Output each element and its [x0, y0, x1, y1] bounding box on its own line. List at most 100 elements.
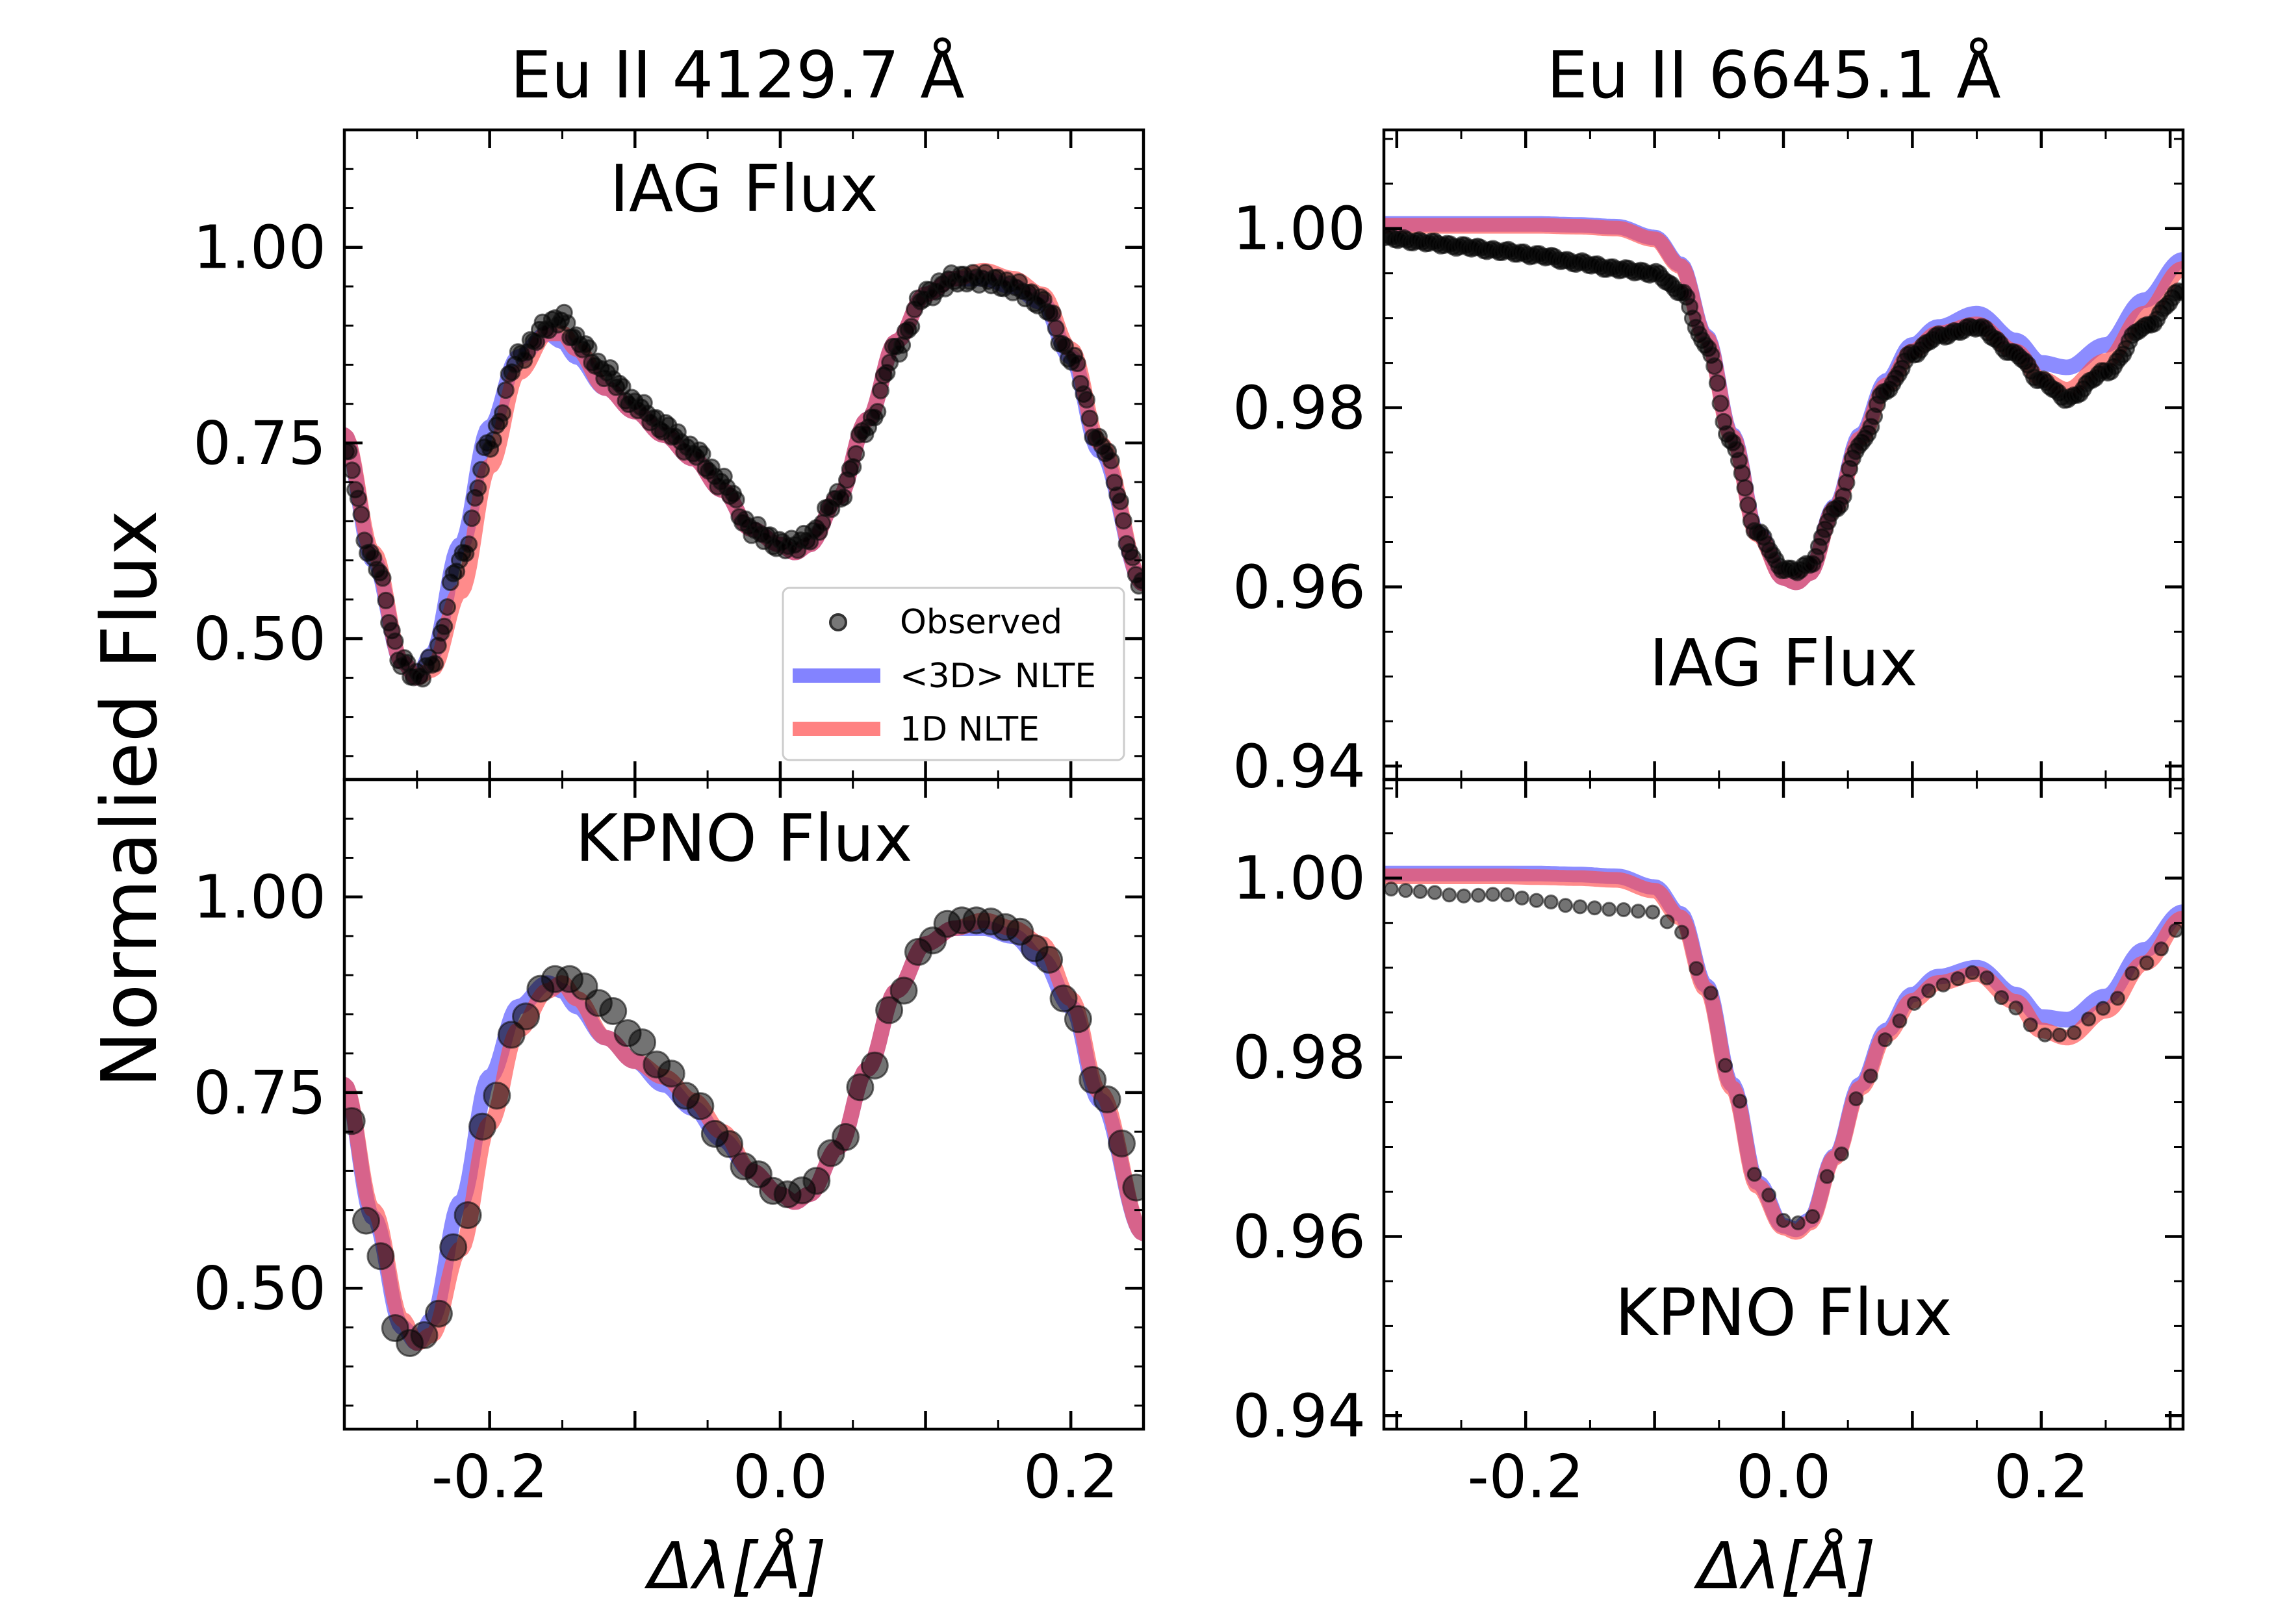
legend-observed-marker — [829, 613, 847, 631]
observed-point — [1776, 1213, 1791, 1228]
observed-point — [377, 591, 395, 609]
x-axis-label-right: Δλ[Å] — [1693, 1527, 1876, 1604]
observed-point — [1746, 1167, 1762, 1182]
observed-point — [1732, 1093, 1748, 1109]
observed-point — [802, 1167, 831, 1195]
observed-point — [1711, 394, 1730, 412]
observed-point — [1736, 479, 1754, 497]
legend-box — [782, 587, 1125, 761]
observed-point — [472, 461, 490, 479]
observed-point — [1616, 902, 1631, 917]
observed-point — [463, 509, 481, 527]
observed-point — [1878, 1032, 1893, 1048]
observed-point — [1427, 885, 1442, 900]
panel-eu4129-kpno: 0.50 0.75 1.00 -0.2 0.0 0.2 KPNO Flux — [193, 778, 1145, 1512]
observed-point — [869, 403, 887, 421]
observed-point — [1485, 887, 1501, 902]
observed-point — [875, 996, 904, 1024]
observed-point — [628, 1028, 656, 1057]
y-tick-label: 0.50 — [193, 1254, 326, 1323]
y-tick-label: 0.94 — [1233, 731, 1366, 801]
observed-point — [344, 1107, 366, 1136]
observed-point — [1080, 409, 1099, 427]
observed-point — [1935, 977, 1951, 993]
observed-point — [872, 381, 889, 400]
observed-point — [889, 976, 918, 1005]
observed-point — [1558, 898, 1573, 913]
legend-observed-label: Observed — [900, 603, 1062, 642]
observed-point — [1834, 1146, 1849, 1161]
panel-eu4129-iag: 0.50 0.75 1.00 IAG Flux — [193, 128, 1145, 781]
observed-point — [657, 1059, 685, 1088]
observed-point — [1514, 890, 1529, 906]
y-tick-label: 1.00 — [193, 213, 326, 283]
y-tick-label: 0.75 — [193, 1058, 326, 1128]
x-tick-label: 0.0 — [733, 1442, 828, 1512]
observed-point — [1108, 1129, 1136, 1158]
observed-point — [599, 997, 628, 1025]
series-1d-nlte-line — [1384, 869, 2183, 1240]
panel-eu6645-kpno: 0.94 0.96 0.98 1.00 -0.2 0.0 0.2 KPNO Flux — [1233, 778, 2185, 1512]
observed-point — [374, 569, 392, 587]
observed-point — [1706, 357, 1724, 375]
observed-point — [349, 489, 367, 507]
x-tick-label: 0.2 — [1023, 1442, 1118, 1512]
observed-point — [483, 1082, 511, 1110]
series-3d-nlte-line — [1384, 865, 2183, 1237]
y-tick-label: 0.98 — [1233, 1023, 1366, 1093]
observed-point — [2168, 922, 2183, 938]
y-tick-label: 1.00 — [1233, 844, 1366, 913]
observed-point — [1863, 1068, 1878, 1084]
observed-point — [512, 1002, 540, 1031]
observed-point — [460, 535, 478, 553]
observed-point — [902, 318, 921, 336]
legend-3d-label: <3D> NLTE — [900, 657, 1096, 696]
observed-point — [410, 1321, 439, 1349]
observed-point — [1761, 1187, 1777, 1203]
observed-point — [813, 514, 832, 532]
observed-point — [469, 479, 487, 497]
series-3d-nlte-line — [344, 920, 1143, 1351]
observed-point — [439, 1233, 468, 1262]
panel-eu6645-iag: 0.94 0.96 0.98 1.00 IAG Flux — [1233, 128, 2185, 801]
observed-point — [1708, 374, 1726, 392]
plot-area — [1384, 865, 2183, 1240]
observed-point — [1529, 893, 1544, 908]
observed-point — [1049, 984, 1078, 1013]
observed-point — [1442, 887, 1457, 903]
axis-frame — [342, 778, 1145, 1431]
observed-point — [2154, 941, 2169, 957]
x-tick-label: -0.2 — [1467, 1442, 1584, 1512]
observed-point — [1102, 451, 1120, 470]
observed-point — [1837, 474, 1856, 492]
observed-point — [1689, 961, 1704, 976]
observed-point — [454, 1201, 482, 1230]
observed-point — [1079, 1066, 1107, 1094]
observed-point — [1659, 914, 1675, 930]
observed-point — [2125, 965, 2140, 981]
observed-point — [497, 1021, 526, 1049]
plot-area — [344, 262, 1143, 688]
x-axis-label-left: Δλ[Å] — [644, 1527, 826, 1604]
column-title-right: Eu II 6645.1 Å — [1546, 36, 2000, 113]
observed-point — [1703, 985, 1718, 1001]
panel-label: KPNO Flux — [575, 800, 912, 876]
panel-label: KPNO Flux — [1615, 1275, 1952, 1351]
observed-point — [424, 1299, 453, 1328]
observed-point — [2173, 283, 2183, 301]
observed-point — [1602, 902, 1617, 917]
observed-point — [835, 488, 853, 506]
observed-point — [1950, 971, 1965, 987]
observed-point — [686, 1092, 715, 1121]
observed-point — [1114, 512, 1132, 530]
observed-point — [1035, 945, 1064, 974]
observed-point — [1979, 970, 1995, 985]
y-tick-label: 0.98 — [1233, 374, 1366, 443]
observed-point — [352, 1206, 380, 1235]
observed-point — [439, 598, 456, 616]
observed-point — [1994, 990, 2009, 1006]
observed-point — [1456, 888, 1472, 904]
y-tick-label: 1.00 — [1233, 194, 1366, 264]
